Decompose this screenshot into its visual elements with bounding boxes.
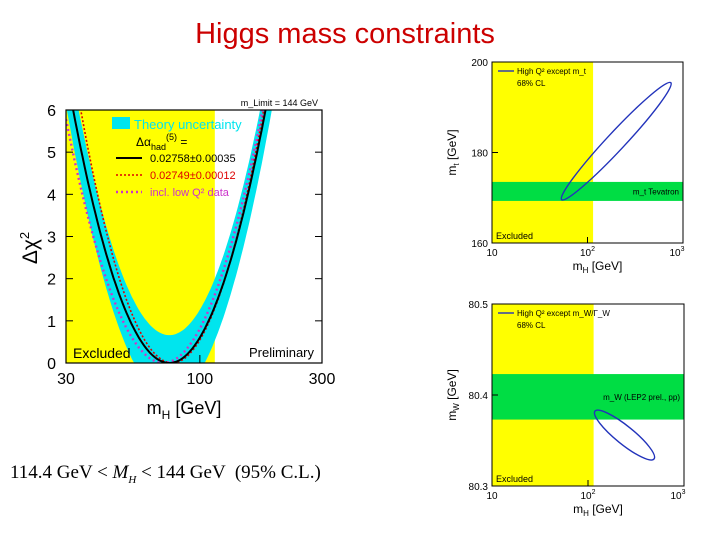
legend-label-0.02758: 0.02758±0.00035 (150, 153, 236, 165)
chi2-y-axis-label-part: Δχ (19, 239, 42, 264)
mt-vs-mh-x-axis-label-part: [GeV] (588, 259, 622, 273)
mt-vs-mh-excluded-region (492, 62, 594, 243)
series-line-0.02749 (79, 110, 265, 363)
mt-vs-mh-68cl-ellipse (560, 81, 672, 201)
chi2-x-tick-label: 30 (57, 371, 75, 388)
mt-vs-mh-y-tick-label: 200 (471, 58, 488, 69)
mt-vs-mh-legend-line1: High Q² except m_t (517, 67, 587, 76)
legend-theory-swatch (112, 117, 130, 129)
chi2-x-axis-label: mH [GeV] (147, 398, 222, 422)
chi2-x-axis-label-part: [GeV] (170, 398, 221, 418)
mt-vs-mh-measurement-band (492, 181, 683, 201)
mt-vs-mh-legend-line2: 68% CL (517, 79, 546, 88)
mt-vs-mh-x-tick-label-part: 2 (591, 246, 595, 253)
mt-vs-mh-y-axis-label-part: t (452, 163, 461, 166)
mw-vs-mh-x-tick-label: 102 (580, 489, 595, 502)
mw-vs-mh-y-tick-label: 80.3 (469, 482, 489, 493)
formula-cl: (95% C.L.) (234, 462, 321, 483)
legend-label-low-q2: incl. low Q² data (150, 187, 230, 199)
formula-var: M (112, 462, 129, 483)
chi2-y-tick-label: 3 (47, 230, 56, 247)
mw-vs-mh-x-axis-label-part: H (583, 509, 589, 518)
mw-vs-mh-legend-line1: High Q² except m_W/Γ_W (517, 309, 610, 318)
mw-vs-mh-y-tick-label: 80.4 (469, 391, 489, 402)
mt-vs-mh-x-tick-label: 103 (669, 246, 684, 259)
legend-alpha-label-part: = (177, 135, 187, 149)
chi2-limit-label: m_Limit = 144 GeV (241, 98, 318, 108)
chi2-y-tick-label: 2 (47, 272, 56, 289)
mt-vs-mh-y-tick-label: 160 (471, 239, 488, 250)
mw-vs-mh-68cl-ellipse (593, 409, 656, 461)
mw-vs-mh-x-tick-label: 10 (486, 491, 498, 502)
legend-alpha-label: Δαhad(5) = (136, 132, 187, 152)
mw-vs-mh-x-tick-label-part: 10 (670, 491, 682, 502)
mw-vs-mh-measurement-band (492, 374, 684, 420)
series-line-0.02758 (72, 110, 267, 363)
mw-vs-mh-excluded-label: Excluded (496, 474, 533, 484)
mw-vs-mh-y-tick-label: 80.5 (469, 300, 489, 311)
mt-vs-mh-y-tick-label: 180 (471, 149, 488, 160)
mw-vs-mh-y-axis-label-part: m (445, 411, 459, 421)
mt-vs-mh-y-axis-label-part: m (445, 166, 459, 176)
legend-alpha-label-part: (5) (166, 132, 177, 142)
mt-vs-mh-band-label: m_t Tevatron (633, 187, 679, 196)
mt-vs-mh-y-axis-label: mt [GeV] (445, 129, 461, 175)
legend-alpha-label-part: Δα (136, 135, 151, 149)
chi2-x-tick-label: 300 (309, 371, 336, 388)
chi2-excluded-label: Excluded (73, 345, 131, 361)
mw-vs-mh-y-axis-label-part: W (452, 403, 461, 411)
chi2-preliminary-label: Preliminary (249, 345, 315, 360)
mt-vs-mh-x-tick-label-part: 10 (580, 248, 592, 259)
formula-lower: 114.4 GeV (10, 462, 93, 483)
formula-sub: H (128, 473, 137, 486)
mt-vs-mh-x-axis-label: mH [GeV] (573, 259, 623, 275)
theory-uncertainty-band (66, 110, 272, 363)
mt-vs-mh-x-tick-label-part: 10 (669, 248, 681, 259)
chi2-x-tick-label: 100 (187, 371, 214, 388)
mt-vs-mh-x-tick-label: 10 (486, 248, 498, 259)
mw-vs-mh-y-axis-label: mW [GeV] (445, 369, 461, 421)
formula-lt1: < (97, 462, 108, 483)
legend-alpha-label-part: had (151, 142, 166, 152)
mw-vs-mh-x-axis-label-part: m (573, 502, 583, 516)
legend-label-0.02749: 0.02749±0.00012 (150, 170, 236, 182)
legend-theory-label: Theory uncertainty (134, 117, 242, 132)
chi2-curves (66, 110, 272, 363)
formula-upper: 144 GeV (156, 462, 226, 483)
chi2-y-tick-label: 0 (47, 356, 56, 373)
mt-vs-mh-x-tick-label: 102 (580, 246, 595, 259)
mt-vs-mh-x-axis-label-part: H (583, 266, 589, 275)
mw-vs-mh-x-tick-label-part: 10 (580, 491, 592, 502)
series-line-low-q2 (66, 110, 264, 363)
mt-vs-mh-y-axis-label-part: [GeV] (445, 129, 459, 163)
chi2-y-tick-label: 1 (47, 314, 56, 331)
chi2-x-axis-label-part: H (162, 408, 171, 422)
chi2-x-axis-label-part: m (147, 398, 162, 418)
mw-vs-mh-x-tick-label-part: 2 (592, 489, 596, 496)
chi2-y-axis-label: Δχ2 (17, 232, 42, 264)
mw-vs-mh-x-axis-label-part: [GeV] (589, 502, 623, 516)
chi2-y-tick-label: 6 (47, 103, 56, 120)
chi2-y-axis-label-part: 2 (17, 232, 32, 239)
mw-vs-mh-x-tick-label: 103 (670, 489, 685, 502)
mt-vs-mh-x-axis-label-part: m (573, 259, 583, 273)
mw-vs-mh-band-label: m_W (LEP2 prel., pp) (603, 393, 680, 402)
mw-vs-mh-y-axis-label-part: [GeV] (445, 369, 459, 403)
mw-vs-mh-x-axis-label: mH [GeV] (573, 502, 623, 518)
slide-title: Higgs mass constraints (195, 18, 495, 50)
chi2-y-tick-label: 5 (47, 145, 56, 162)
chi2-y-tick-label: 4 (47, 187, 56, 204)
formula-lt2: < (141, 462, 152, 483)
mass-constraint-formula: 114.4 GeV < MH < 144 GeV (95% C.L.) (10, 462, 321, 486)
mt-vs-mh-x-tick-label-part: 3 (681, 246, 685, 253)
mt-vs-mh-excluded-label: Excluded (496, 231, 533, 241)
mw-vs-mh-legend-line2: 68% CL (517, 321, 546, 330)
mw-vs-mh-x-tick-label-part: 3 (682, 489, 686, 496)
